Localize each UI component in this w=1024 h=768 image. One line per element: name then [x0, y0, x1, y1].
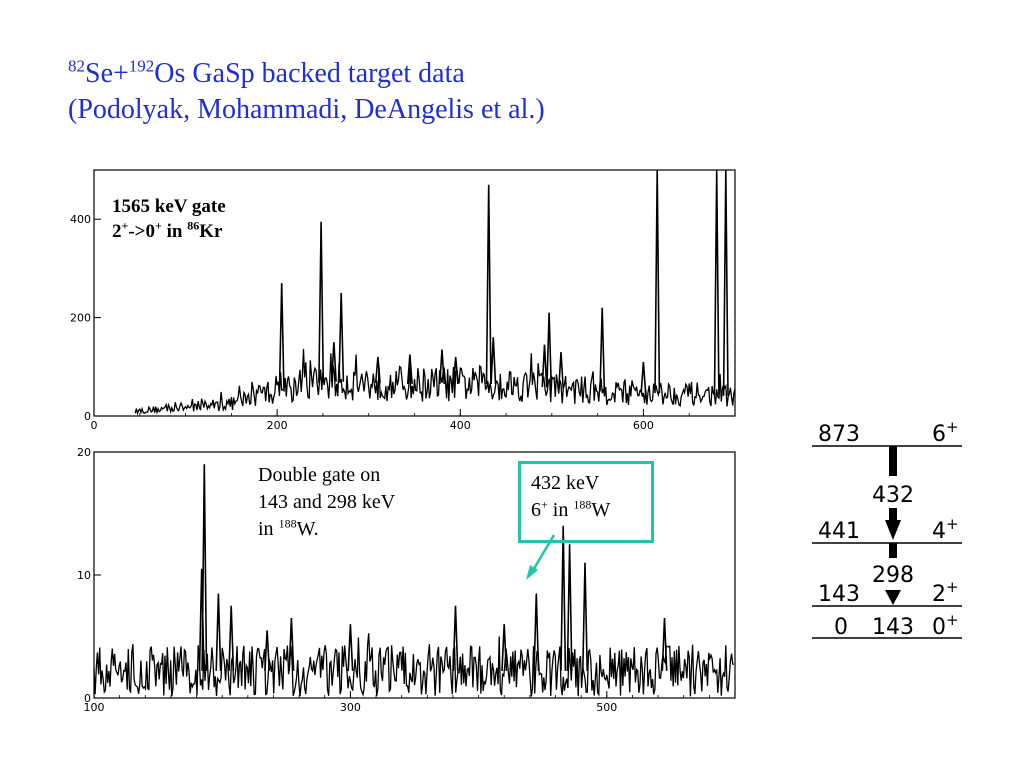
level-spin-0: 6+ — [932, 418, 959, 447]
transition-label-0: 432 — [872, 483, 914, 508]
top-chart-xtick-label-3: 600 — [633, 419, 654, 432]
bottom-spectrum-chart: 0 10 20 100 300 500 — [77, 446, 736, 714]
slide-title: 82Se+192Os GaSp backed target data (Podo… — [68, 56, 968, 128]
top-chart-peak-14 — [640, 361, 647, 393]
top-chart-peak-9 — [490, 337, 497, 385]
top-chart-peak-7 — [452, 356, 459, 385]
transition-shaft-0b — [889, 508, 897, 522]
arrow-head — [526, 565, 538, 580]
level-spin-3: 0+ — [932, 611, 959, 640]
transition-head-0 — [885, 520, 901, 540]
bottom-chart-peak-9 — [533, 593, 540, 671]
top-chart-peak-15 — [654, 169, 661, 394]
top-chart-peak-3 — [338, 292, 345, 382]
top-chart-peak-0 — [278, 283, 285, 389]
bottom-chart-peak-3 — [228, 605, 235, 671]
top-chart-xtick-label-2: 400 — [450, 419, 471, 432]
top-chart-peak-6 — [439, 349, 445, 385]
bottom-chart-ytick-label-0: 0 — [84, 692, 91, 705]
top-chart-peak-17 — [722, 169, 729, 396]
bottom-gate-line-3: in 188W. — [258, 516, 319, 540]
bottom-gate-annotation: Double gate on 143 and 298 keV in 188W. — [258, 462, 395, 543]
level-spin-2: 2+ — [932, 578, 959, 607]
top-chart-peak-1 — [318, 221, 325, 384]
level-energy-3: 0 — [834, 615, 848, 640]
title-line-2: (Podolyak, Mohammadi, DeAngelis et al.) — [68, 94, 545, 125]
transition-label-1: 298 — [872, 563, 914, 588]
bottom-chart-xtick-label-1: 300 — [340, 701, 361, 714]
top-chart-peak-16 — [713, 169, 720, 396]
peak-label-box: 432 keV 6+ in 188W — [518, 461, 654, 543]
bottom-chart-xtick-label-2: 500 — [596, 701, 617, 714]
bottom-chart-peak-7 — [452, 605, 459, 671]
top-chart-ytick-label-2: 400 — [70, 213, 91, 226]
top-chart-ytick-label-0: 0 — [84, 410, 91, 423]
level-energy-1: 441 — [818, 519, 860, 544]
bottom-chart-peak-8 — [501, 624, 508, 671]
bottom-chart-peak-1 — [201, 464, 208, 671]
top-chart-peak-13 — [599, 307, 606, 392]
top-chart-spectrum-line — [134, 348, 736, 416]
top-chart-xtick-label-0: 0 — [91, 419, 98, 432]
level-scheme: 873 6+ 441 4+ 143 2+ 0 0+ 432 298 143 — [812, 418, 962, 640]
top-gate-line-2: 2+->0+ in 86Kr — [112, 218, 223, 242]
top-chart-ytick-label-1: 200 — [70, 312, 91, 325]
top-spectrum-chart: 0 200 400 0 200 400 600 — [70, 169, 736, 432]
bottom-chart-peak-11 — [566, 544, 573, 671]
bottom-chart-ytick-label-1: 10 — [77, 569, 91, 582]
top-chart-peak-4 — [374, 356, 381, 383]
top-gate-line-1: 1565 keV gate — [112, 196, 226, 217]
level-energy-2: 143 — [818, 582, 860, 607]
transition-shaft-1 — [889, 543, 897, 558]
bottom-chart-peak-6 — [347, 624, 354, 671]
bottom-gate-line-1: Double gate on — [258, 464, 381, 486]
bottom-chart-peak-10 — [560, 525, 567, 671]
bottom-chart-peak-12 — [582, 562, 588, 671]
bottom-chart-xtick-label-0: 100 — [84, 701, 105, 714]
top-chart-peak-5 — [406, 354, 413, 384]
level-energy-0: 873 — [818, 422, 860, 447]
level-spin-1: 4+ — [932, 515, 959, 544]
bottom-chart-ytick-label-2: 20 — [77, 446, 91, 459]
transition-shaft-0a — [889, 446, 897, 476]
top-gate-annotation: 1565 keV gate 2+->0+ in 86Kr — [112, 194, 226, 244]
top-chart-peak-12 — [558, 351, 564, 389]
bottom-chart-peak-5 — [288, 617, 295, 671]
bottom-chart-peak-4 — [264, 630, 271, 671]
bottom-chart-peak-2 — [215, 593, 222, 671]
transition-label-2: 143 — [872, 615, 914, 640]
peak-label-line-2: 6+ in 188W — [531, 497, 611, 521]
top-chart-peak-2 — [330, 342, 337, 382]
top-chart-xtick-label-1: 200 — [267, 419, 288, 432]
transition-head-1 — [885, 590, 901, 605]
bottom-chart-spectrum-line — [93, 633, 735, 697]
top-chart-peak-8 — [485, 184, 492, 385]
top-chart-peak-10 — [541, 344, 548, 388]
title-line-1: 82Se+192Os GaSp backed target data — [68, 56, 465, 89]
peak-label-line-1: 432 keV — [531, 472, 600, 494]
bottom-chart-peak-13 — [661, 617, 668, 671]
bottom-gate-line-2: 143 and 298 keV — [258, 491, 396, 513]
top-chart-peak-11 — [546, 312, 553, 388]
